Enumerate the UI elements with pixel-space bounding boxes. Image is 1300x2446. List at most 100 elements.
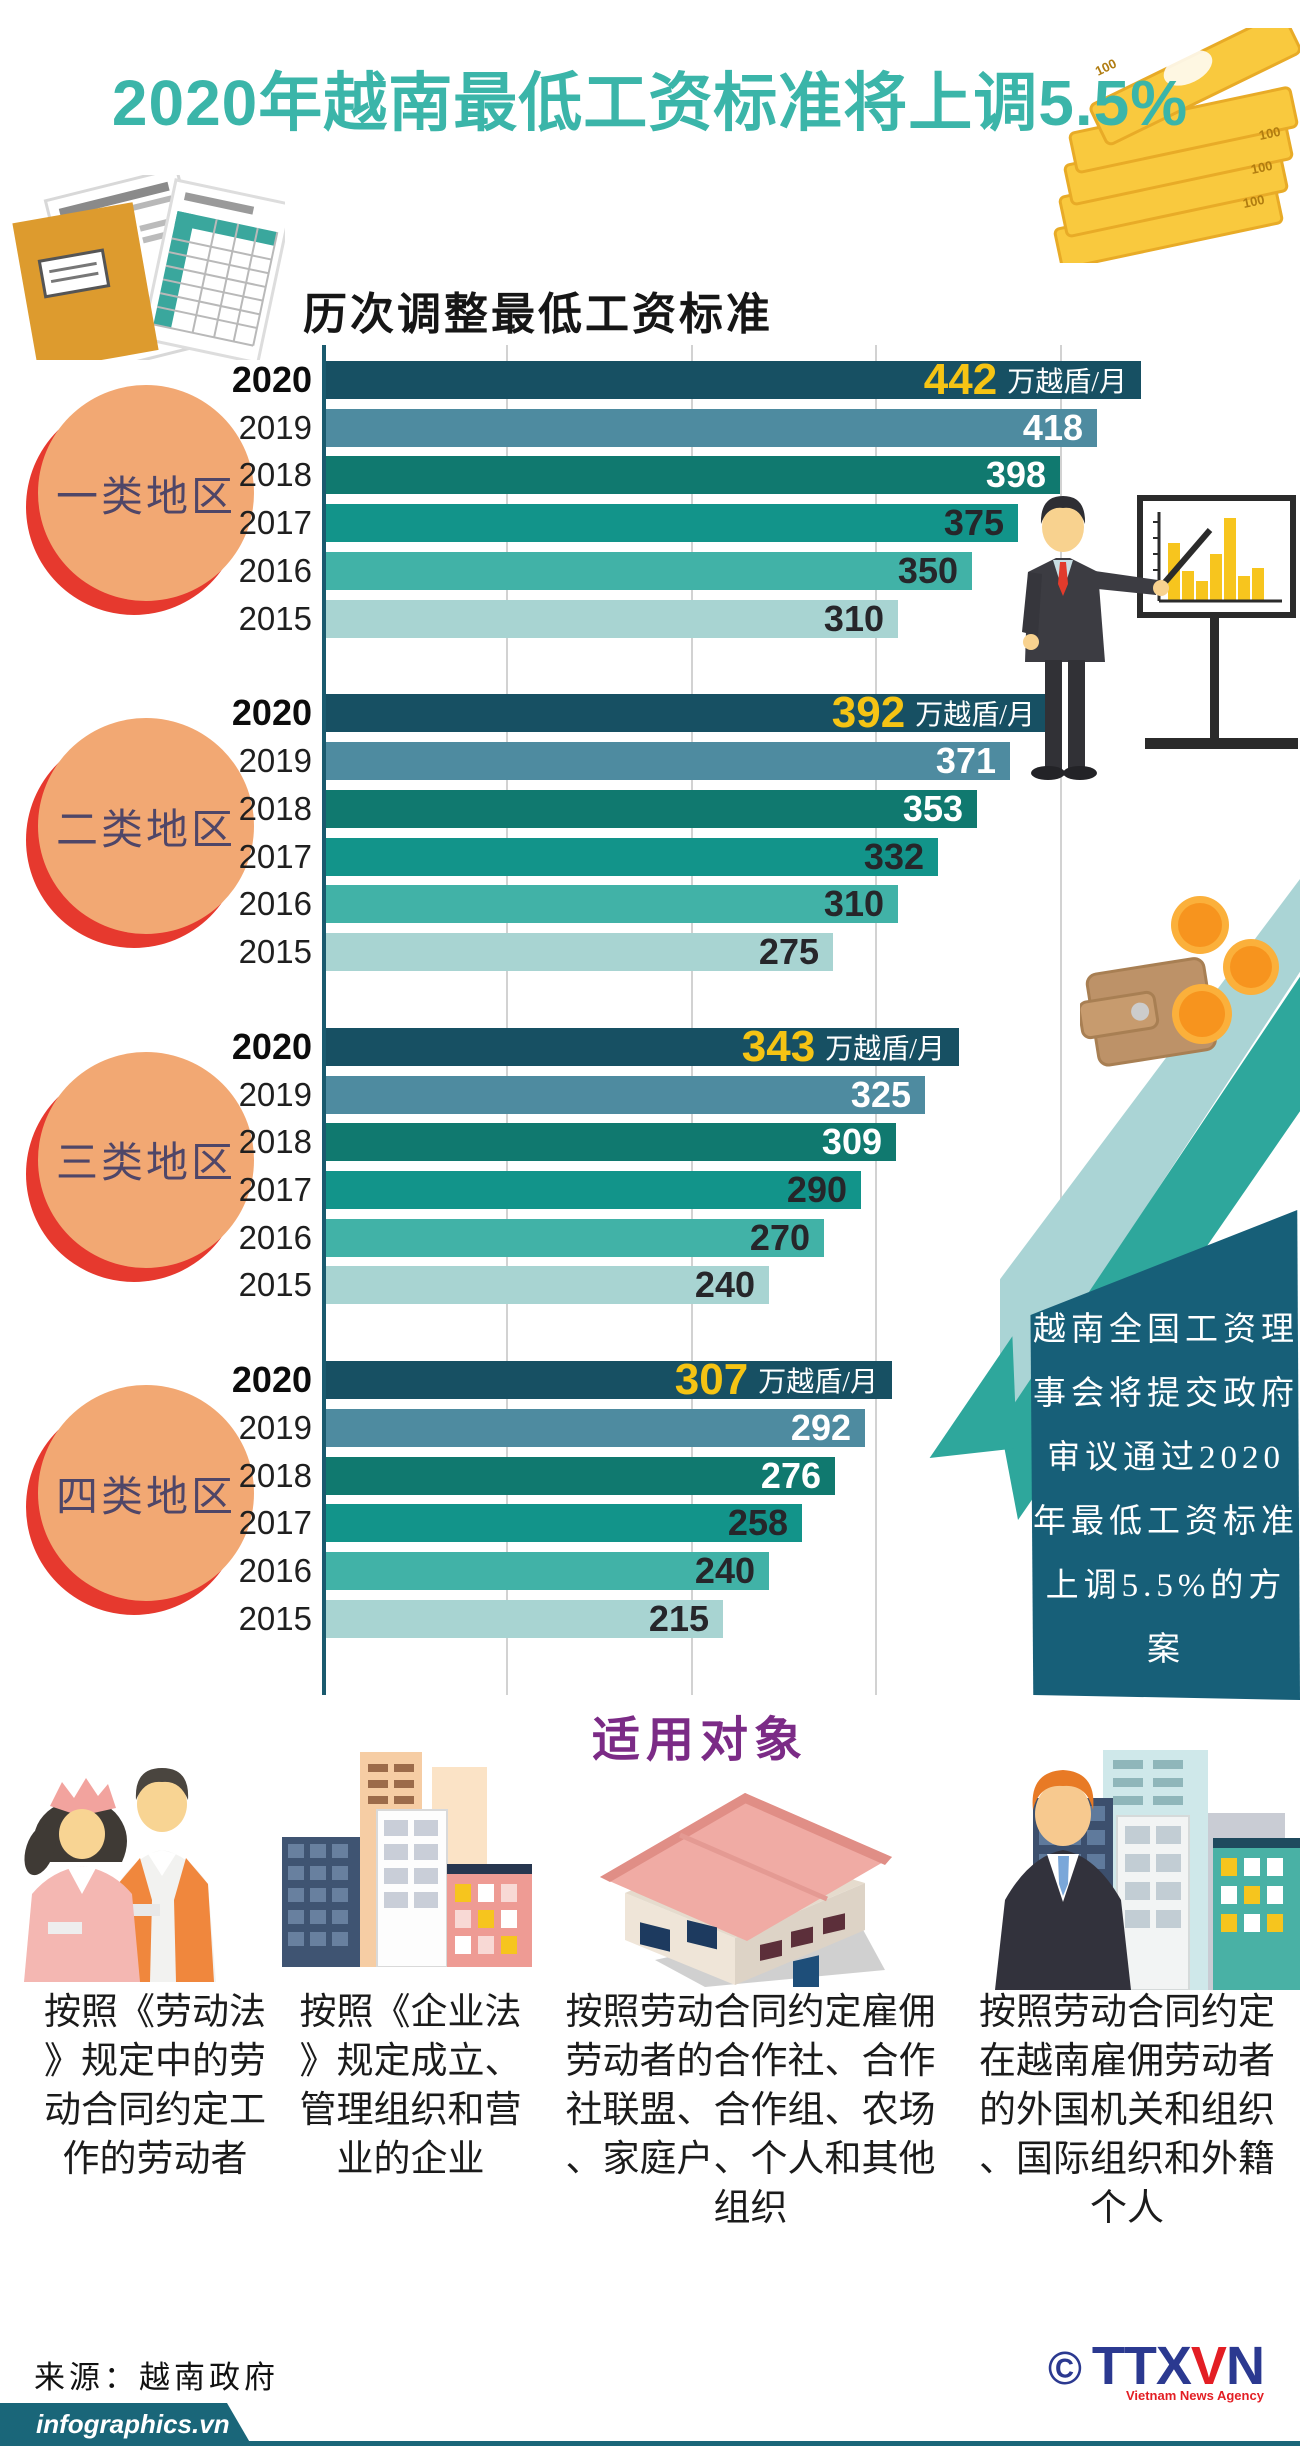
bar-value: 325 [850, 1073, 911, 1115]
bar-unit: 万越盾/月 [1007, 367, 1127, 398]
gridline [1059, 345, 1062, 1695]
region-label: 二类地区 [55, 807, 236, 854]
bar-四类地区-2016: 240 [326, 1552, 769, 1590]
bar-四类地区-2017: 258 [326, 1502, 802, 1544]
bar-一类地区-2020: 442 万越盾/月 [326, 355, 1141, 404]
bar-value: 398 [985, 454, 1046, 496]
bar-value: 307 [674, 1355, 749, 1405]
bar-value: 310 [823, 597, 884, 639]
bar-一类地区-2016: 350 [326, 549, 972, 591]
bar-一类地区-2019: 418 [326, 408, 1097, 447]
badge-circle [38, 718, 254, 935]
apply-item-text: 按照《企业法 》规定成立、 管理组织和营 业的企业 [299, 1992, 522, 2180]
svg-text:100: 100 [1242, 192, 1266, 211]
badge-circle [38, 1051, 254, 1268]
money-stack-icon: 100 100 100 100 [1053, 28, 1300, 263]
bar-unit: 万越盾/月 [825, 1033, 945, 1065]
bar-unit: 万越盾/月 [915, 700, 1035, 732]
workers-icon [24, 1768, 216, 1982]
year-label: 2016 [238, 1218, 312, 1256]
year-label: 2016 [238, 1552, 312, 1589]
bar-三类地区-2019: 325 [326, 1073, 925, 1115]
gridline [506, 345, 509, 1695]
bar-三类地区-2020: 343 万越盾/月 [326, 1021, 959, 1071]
bar-value: 310 [823, 883, 884, 925]
bar-value: 240 [694, 1264, 755, 1306]
documents-folder-icon [12, 175, 285, 360]
bar-chart: 一类地区 2020 442 万越盾/月 2019 418 2018 398 2017 375 201… [0, 345, 1300, 1705]
callout-text: 越南全国工资理 事会将提交政府 审议通过2020 年最低工资标准 上调5.5%的… [1033, 1312, 1299, 1668]
bar-二类地区-2019: 371 [326, 740, 1010, 782]
presenter-chart-icon [1022, 495, 1298, 780]
apply-item-text: 按照《劳动法 》规定中的劳 动合同约定工 作的劳动者 [44, 1992, 266, 2180]
bar-二类地区-2017: 332 [326, 835, 938, 877]
bar-value: 275 [758, 930, 819, 972]
year-label: 2016 [238, 551, 312, 589]
bar-三类地区-2017: 290 [326, 1168, 861, 1210]
region-badge: 四类地区 [26, 1385, 254, 1616]
apply-item-text: 按照劳动合同约定 在越南雇佣劳动者 的外国机关和组织 、国际组织和外籍 个人 [979, 1992, 1275, 2229]
year-label: 2018 [238, 1123, 312, 1161]
region-badge: 一类地区 [26, 385, 254, 615]
foreign-worker-icon [995, 1750, 1300, 1990]
year-label: 2015 [238, 1266, 312, 1304]
year-label: 2020 [231, 1025, 312, 1067]
chart-axis [322, 345, 326, 1695]
year-label: 2018 [238, 789, 312, 827]
region-badge: 三类地区 [26, 1051, 254, 1282]
bar-value: 442 [923, 355, 998, 404]
year-label: 2019 [238, 742, 312, 780]
source-text: 来源：越南政府 [34, 2360, 279, 2395]
year-label: 2017 [238, 1170, 312, 1208]
footer-bar [0, 2441, 1300, 2446]
bar-value: 392 [831, 688, 906, 738]
year-label: 2019 [238, 1408, 312, 1446]
bar-value: 353 [902, 787, 963, 829]
bar-value: 215 [648, 1597, 709, 1639]
year-label: 2016 [238, 885, 312, 923]
bar-value: 371 [935, 740, 996, 782]
year-label: 2015 [238, 1599, 312, 1637]
year-label: 2020 [231, 692, 312, 734]
year-label: 2015 [238, 932, 312, 970]
year-label: 2019 [238, 408, 312, 446]
bar-二类地区-2020: 392 万越盾/月 [326, 688, 1049, 738]
buildings-icon [282, 1752, 532, 1967]
bar-value: 290 [786, 1168, 847, 1210]
bar-四类地区-2019: 292 [326, 1406, 865, 1448]
bar-value: 240 [694, 1550, 755, 1591]
bar-value: 258 [727, 1502, 788, 1544]
site-ribbon: infographics.vn [0, 2403, 252, 2446]
year-label: 2020 [231, 359, 312, 400]
logo-v: V [1190, 2336, 1227, 2396]
year-label: 2018 [238, 456, 312, 494]
farm-house-icon [600, 1793, 892, 1987]
bar-三类地区-2016: 270 [326, 1218, 824, 1257]
year-label: 2018 [238, 1456, 312, 1494]
svg-text:100: 100 [1258, 124, 1282, 143]
bar-unit: 万越盾/月 [758, 1367, 878, 1399]
bar-value: 332 [863, 835, 924, 877]
bar-value: 292 [790, 1406, 851, 1448]
copyright-icon: © [1048, 2342, 1082, 2394]
bar-一类地区-2017: 375 [326, 502, 1018, 544]
bar-value: 343 [741, 1021, 816, 1071]
bar-value: 350 [897, 549, 958, 591]
year-label: 2015 [238, 599, 312, 637]
region-label: 四类地区 [55, 1474, 236, 1521]
bar-value: 375 [943, 502, 1004, 544]
bar-一类地区-2015: 310 [326, 597, 898, 639]
gridline [690, 345, 693, 1695]
wallet-coins-icon [1080, 896, 1279, 1067]
bar-value: 276 [760, 1454, 821, 1496]
region-badge: 二类地区 [26, 718, 254, 949]
badge-circle [38, 385, 254, 601]
region-label: 三类地区 [55, 1141, 236, 1188]
bar-value: 309 [821, 1121, 882, 1163]
logo-ttx: TTX [1091, 2336, 1192, 2396]
year-label: 2017 [238, 1504, 312, 1542]
region-label: 一类地区 [55, 474, 236, 521]
ttxvn-logo: © TTXVN Vietnam News Agency [1048, 2338, 1298, 2428]
bar-四类地区-2018: 276 [326, 1454, 835, 1496]
